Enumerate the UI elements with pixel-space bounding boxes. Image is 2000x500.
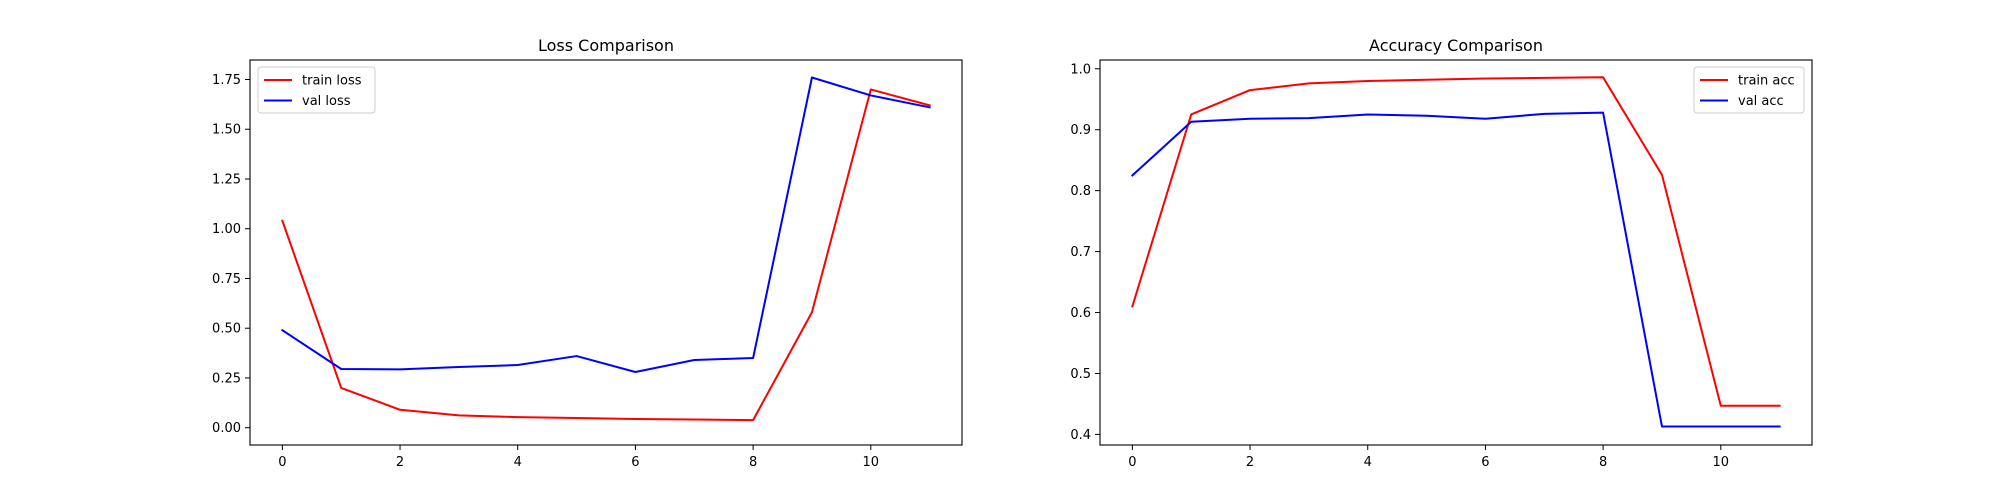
y-tick-label: 0.25	[212, 371, 241, 386]
chart-title: Accuracy Comparison	[1369, 36, 1543, 55]
x-tick-label: 10	[1713, 455, 1730, 470]
series-line-train-loss	[281, 88, 931, 422]
x-tick-label: 10	[863, 455, 880, 470]
series-line-val-loss	[280, 76, 931, 373]
legend-label: val loss	[302, 94, 351, 109]
x-tick-label: 0	[1128, 455, 1136, 470]
chart-title: Loss Comparison	[538, 36, 674, 55]
x-tick-label: 8	[749, 455, 757, 470]
series-line-val-acc	[1130, 111, 1781, 428]
series-line-train-acc	[1131, 76, 1781, 407]
y-tick-label: 0.8	[1070, 184, 1091, 199]
x-tick-label: 6	[1481, 455, 1489, 470]
y-tick-label: 1.00	[212, 222, 241, 237]
y-tick-label: 0.50	[212, 322, 241, 337]
y-tick-label: 0.7	[1070, 245, 1091, 260]
legend-label: train loss	[302, 74, 362, 89]
x-tick-label: 2	[1246, 455, 1254, 470]
plot-area-frame	[249, 59, 963, 446]
x-tick-label: 4	[514, 455, 522, 470]
x-tick-label: 4	[1364, 455, 1372, 470]
x-tick-label: 2	[396, 455, 404, 470]
plot-area-frame	[1099, 59, 1813, 446]
x-tick-label: 6	[631, 455, 639, 470]
y-tick-label: 1.0	[1070, 62, 1091, 77]
y-tick-label: 0.9	[1070, 123, 1091, 138]
y-tick-label: 0.5	[1070, 367, 1091, 382]
legend: train acc val acc	[1693, 66, 1805, 114]
y-tick-label: 1.50	[212, 123, 241, 138]
y-tick-label: 0.75	[212, 272, 241, 287]
legend-label: val acc	[1738, 94, 1784, 109]
x-tick-label: 8	[1599, 455, 1607, 470]
y-tick-label: 1.75	[212, 73, 241, 88]
legend-label: train acc	[1738, 74, 1795, 89]
legend: train loss val loss	[257, 66, 376, 114]
chart-panel-0: Loss Comparison 0 2 4 6 8 10 0.00 0.25 0.50 0.75 1.…	[212, 36, 963, 470]
y-tick-label: 0.00	[212, 421, 241, 436]
y-tick-label: 1.25	[212, 172, 241, 187]
chart-panel-1: Accuracy Comparison 0 2 4 6 8 10 0.4 0.5 0.6 0.7 0.…	[1070, 36, 1813, 470]
y-tick-label: 0.6	[1070, 306, 1091, 321]
x-tick-label: 0	[278, 455, 286, 470]
y-tick-label: 0.4	[1070, 428, 1091, 443]
